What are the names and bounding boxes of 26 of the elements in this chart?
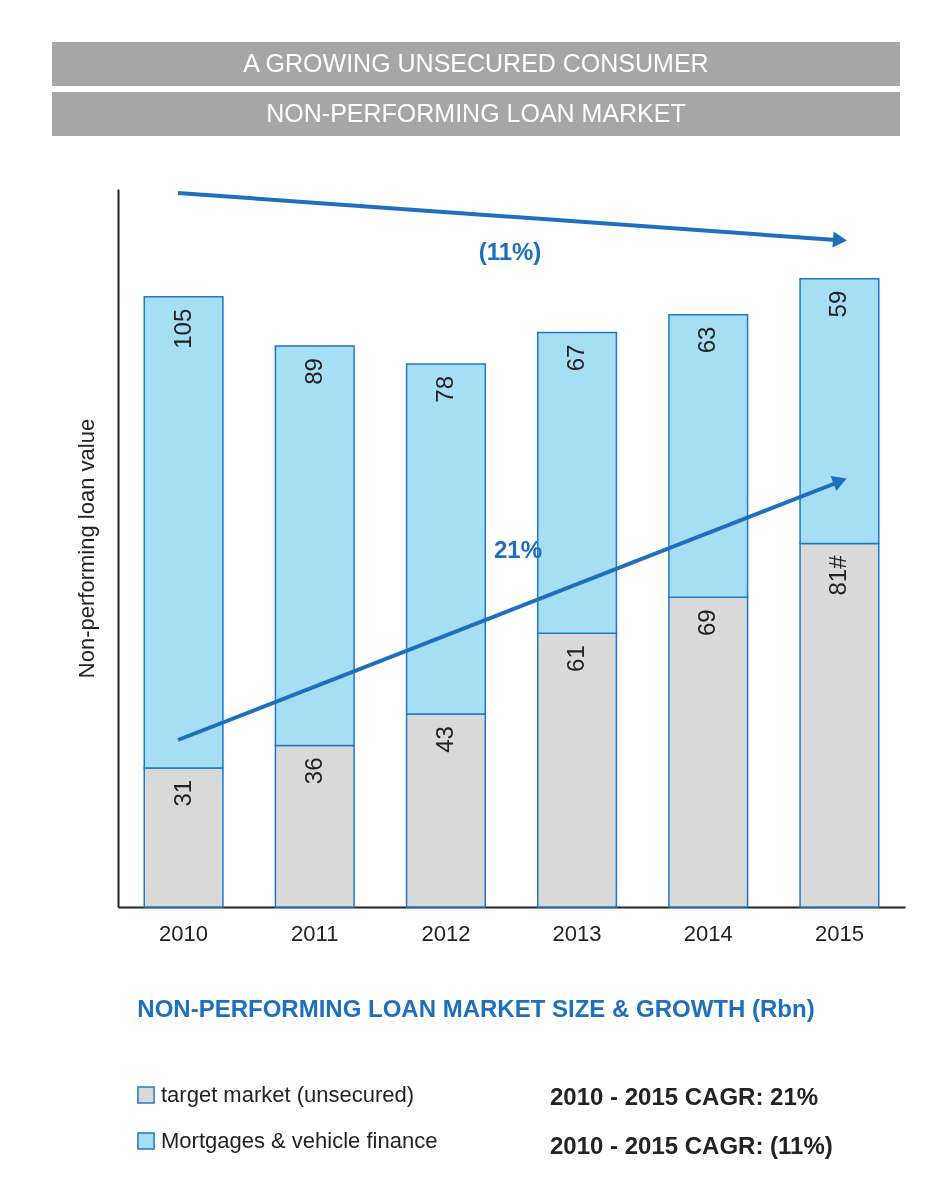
x-tick-label: 2011 xyxy=(291,920,339,946)
text: 2010 - 2015 CAGR: 21% xyxy=(550,1083,819,1110)
annotation: (11%) xyxy=(478,238,542,265)
x-axis-title: NON-PERFORMING LOAN MARKET SIZE & GROWTH (Rbn) xyxy=(137,995,815,1022)
data-label: 67 xyxy=(562,344,590,372)
x-tick-label: 2015 xyxy=(814,920,864,946)
data-label: 31 xyxy=(168,779,196,807)
x-tick-label: 2013 xyxy=(552,920,602,946)
text: 2010 - 2015 CAGR: (11%) xyxy=(550,1132,833,1159)
data-label: 36 xyxy=(299,757,327,785)
data-label: 43 xyxy=(430,726,458,753)
chart-title: A GROWING UNSECURED CONSUMER NON-PERFORMING LOAN MARKET xyxy=(243,49,709,127)
data-label: 59 xyxy=(824,290,852,318)
data-label: 78 xyxy=(430,376,458,403)
data-label: 63 xyxy=(693,326,721,354)
x-tick-label: 2012 xyxy=(421,920,471,946)
y-axis-title: Non-performing loan value xyxy=(73,418,99,679)
legend-label: Mortgages & vehicle finance xyxy=(161,1128,438,1153)
data-label: 81# xyxy=(824,554,852,596)
data-label: 69 xyxy=(693,609,721,637)
x-tick-label: 2014 xyxy=(683,920,733,946)
legend-label: target market (unsecured) xyxy=(161,1082,415,1107)
data-label: 61 xyxy=(562,645,590,672)
data-label: 105 xyxy=(168,308,196,349)
x-tick-label: 2010 xyxy=(159,920,209,946)
data-label: 89 xyxy=(299,358,327,385)
